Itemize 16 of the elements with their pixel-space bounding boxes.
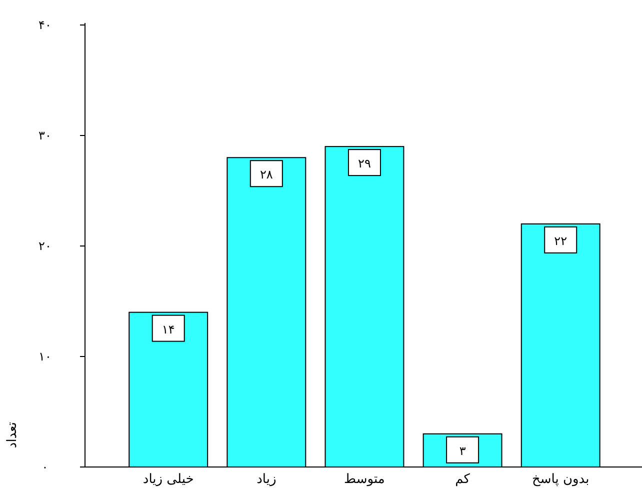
y-tick-label: ۳۰: [38, 128, 52, 142]
y-axis-title: تعداد: [5, 422, 20, 448]
data-label: ۲۲: [554, 234, 568, 248]
data-label: ۳: [459, 444, 466, 458]
data-label: ۲۸: [260, 168, 274, 182]
y-tick-label: ۱۰: [38, 350, 52, 364]
x-tick-label: متوسط: [344, 472, 385, 487]
data-label: ۱۴: [162, 322, 175, 336]
y-tick-label: ۲۰: [38, 239, 52, 253]
x-tick-label: بدون پاسخ: [532, 472, 590, 487]
x-tick-label: زیاد: [256, 472, 276, 487]
data-label: ۲۹: [358, 156, 371, 171]
y-tick-label: ۴۰: [38, 18, 52, 32]
x-tick-label: کم: [455, 472, 471, 487]
y-tick-label: ۰: [42, 460, 48, 474]
x-tick-label: خیلی زیاد: [142, 472, 194, 487]
